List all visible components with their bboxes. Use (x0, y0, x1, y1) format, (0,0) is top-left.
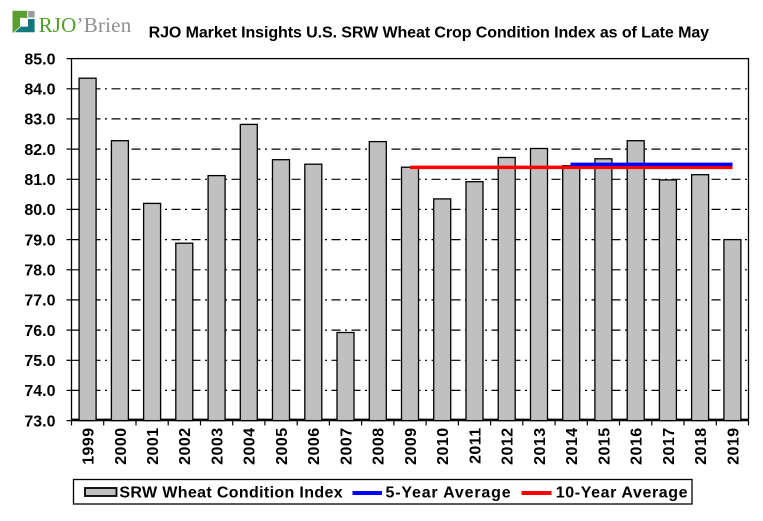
svg-text:2006: 2006 (306, 427, 323, 464)
svg-text:1999: 1999 (81, 427, 98, 464)
svg-text:80.0: 80.0 (24, 202, 55, 219)
svg-text:SRW Wheat Condition Index: SRW Wheat Condition Index (119, 484, 343, 501)
svg-text:81.0: 81.0 (24, 172, 55, 189)
svg-text:2000: 2000 (113, 427, 130, 464)
svg-text:2007: 2007 (338, 427, 355, 464)
svg-text:2004: 2004 (242, 427, 259, 464)
svg-text:2001: 2001 (145, 427, 162, 464)
svg-text:2008: 2008 (371, 427, 388, 464)
svg-text:84.0: 84.0 (24, 82, 55, 99)
svg-text:78.0: 78.0 (24, 263, 55, 280)
svg-text:2016: 2016 (629, 427, 646, 464)
svg-text:79.0: 79.0 (24, 232, 55, 249)
svg-text:2011: 2011 (467, 427, 484, 464)
svg-text:5-Year Average: 5-Year Average (386, 484, 512, 501)
svg-text:2014: 2014 (564, 427, 581, 464)
svg-text:73.0: 73.0 (24, 413, 55, 430)
svg-text:10-Year Average: 10-Year Average (556, 484, 688, 501)
svg-text:77.0: 77.0 (24, 293, 55, 310)
svg-text:2012: 2012 (500, 427, 517, 464)
svg-text:2018: 2018 (693, 427, 710, 464)
svg-text:2005: 2005 (274, 427, 291, 464)
svg-text:83.0: 83.0 (24, 112, 55, 129)
svg-text:76.0: 76.0 (24, 323, 55, 340)
svg-text:74.0: 74.0 (24, 383, 55, 400)
svg-text:2009: 2009 (403, 427, 420, 464)
svg-text:2010: 2010 (435, 427, 452, 464)
svg-text:2013: 2013 (532, 427, 549, 464)
svg-text:2019: 2019 (725, 427, 742, 464)
svg-text:2017: 2017 (661, 427, 678, 464)
svg-text:2015: 2015 (596, 427, 613, 464)
svg-text:RJO’Brien: RJO’Brien (39, 13, 132, 37)
svg-text:85.0: 85.0 (24, 51, 55, 68)
svg-text:82.0: 82.0 (24, 142, 55, 159)
svg-text:75.0: 75.0 (24, 353, 55, 370)
svg-text:2003: 2003 (210, 427, 227, 464)
svg-text:2002: 2002 (177, 427, 194, 464)
svg-text:RJO Market Insights U.S. SRW W: RJO Market Insights U.S. SRW Wheat Crop … (149, 24, 710, 41)
